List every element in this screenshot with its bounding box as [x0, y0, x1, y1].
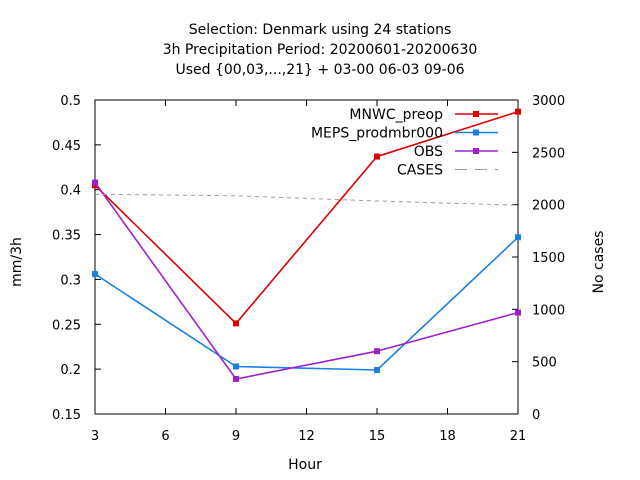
data-point — [515, 309, 521, 316]
series-layer — [92, 108, 521, 383]
chart-title: Selection: Denmark using 24 stations 3h … — [163, 22, 478, 78]
legend-label: OBS — [414, 144, 443, 160]
y-tick-label: 0.5 — [60, 94, 81, 109]
data-point — [374, 153, 380, 160]
data-point — [92, 179, 98, 186]
y2-tick-label: 500 — [532, 356, 557, 371]
data-point — [515, 108, 521, 115]
series-meps-prodmbr000 — [92, 234, 521, 374]
y-tick-label: 0.4 — [60, 184, 81, 199]
y2-tick-label: 1000 — [532, 303, 565, 318]
chart-title-line-2: 3h Precipitation Period: 20200601-202006… — [163, 42, 478, 58]
y2-tick-label: 0 — [532, 408, 540, 423]
legend-marker — [473, 129, 479, 136]
y-tick-label: 0.25 — [52, 318, 81, 333]
legend-label: MNWC_preop — [349, 107, 443, 123]
y-tick-label: 0.3 — [60, 273, 81, 288]
series-line — [94, 182, 519, 380]
x-tick-label: 15 — [369, 429, 386, 444]
data-point — [233, 363, 239, 370]
y-axis-label: mm/3h — [9, 237, 25, 287]
y-tick-label: 0.45 — [52, 139, 81, 154]
x-tick-label: 9 — [232, 429, 240, 444]
legend-entry: CASES — [397, 163, 498, 179]
y2-tick-label: 1500 — [532, 251, 565, 266]
legend: MNWC_preop MEPS_prodmbr000 OBS CASES — [311, 107, 498, 179]
series-line — [94, 236, 519, 371]
data-point — [233, 376, 239, 383]
y-tick-label: 0.35 — [52, 229, 81, 244]
legend-marker — [473, 148, 479, 154]
data-point — [515, 234, 521, 241]
series-cases — [94, 193, 519, 206]
legend-label: MEPS_prodmbr000 — [311, 126, 443, 142]
series-mnwc-preop — [92, 108, 521, 327]
legend-marker — [473, 111, 479, 117]
y-tick-label: 0.15 — [52, 408, 81, 423]
y2-tick-label: 2500 — [532, 146, 565, 161]
chart-title-line-1: Selection: Denmark using 24 stations — [189, 22, 452, 38]
y2-tick-label: 3000 — [532, 94, 565, 109]
legend-entry: MNWC_preop — [349, 107, 498, 123]
y2-axis-label: No cases — [591, 231, 607, 294]
data-point — [92, 271, 98, 278]
x-tick-label: 12 — [298, 429, 315, 444]
chart-title-line-3: Used {00,03,...,21} + 03-00 06-03 09-06 — [175, 62, 464, 78]
plot-frame — [94, 99, 519, 415]
x-axis-label: Hour — [288, 457, 322, 473]
series-obs — [92, 179, 521, 383]
y2-tick-label: 2000 — [532, 199, 565, 214]
x-tick-label: 3 — [91, 429, 99, 444]
axis-ticks: 3 6 9 12 15 18 21 0.15 0.2 0.25 0.3 0.35 0.4 0.45 0.5 0… — [52, 94, 565, 444]
legend-entry: OBS — [414, 144, 498, 160]
series-line — [94, 193, 519, 206]
x-tick-label: 18 — [439, 429, 456, 444]
data-point — [374, 367, 380, 374]
x-tick-label: 6 — [161, 429, 169, 444]
data-point — [233, 320, 239, 327]
legend-label: CASES — [397, 163, 443, 179]
data-point — [374, 348, 380, 355]
y-tick-label: 0.2 — [60, 363, 81, 378]
x-tick-label: 21 — [510, 429, 527, 444]
series-line — [94, 110, 519, 325]
legend-entry: MEPS_prodmbr000 — [311, 126, 498, 142]
